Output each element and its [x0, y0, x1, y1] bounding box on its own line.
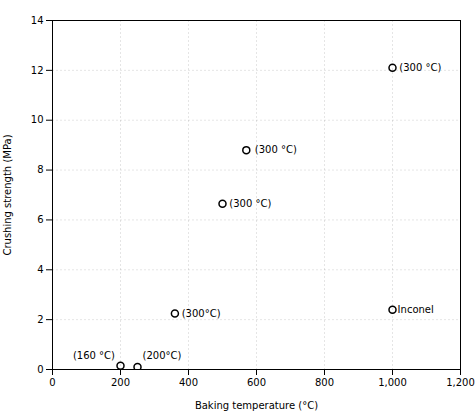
svg-text:8: 8	[37, 164, 43, 175]
svg-text:12: 12	[31, 65, 44, 76]
svg-text:(200°C): (200°C)	[143, 350, 182, 361]
svg-text:0: 0	[49, 377, 55, 388]
svg-text:10: 10	[31, 114, 44, 125]
svg-text:4: 4	[37, 264, 43, 275]
svg-text:(300°C): (300°C)	[182, 308, 221, 319]
svg-text:(300 °C): (300 °C)	[229, 198, 271, 209]
svg-text:2: 2	[37, 314, 43, 325]
svg-text:6: 6	[37, 214, 43, 225]
svg-text:1,000: 1,000	[378, 377, 407, 388]
svg-text:Inconel: Inconel	[398, 304, 434, 315]
svg-text:800: 800	[315, 377, 334, 388]
svg-text:(160 °C): (160 °C)	[73, 350, 115, 361]
svg-text:200: 200	[111, 377, 130, 388]
svg-text:1,200: 1,200	[446, 377, 475, 388]
svg-text:Crushing strength (MPa): Crushing strength (MPa)	[2, 134, 13, 255]
svg-text:400: 400	[179, 377, 198, 388]
svg-text:600: 600	[247, 377, 266, 388]
svg-text:0: 0	[37, 364, 43, 375]
svg-text:14: 14	[31, 15, 44, 26]
svg-text:(300 °C): (300 °C)	[255, 144, 297, 155]
svg-text:Baking temperature (°C): Baking temperature (°C)	[195, 400, 318, 411]
svg-text:(300 °C): (300 °C)	[399, 62, 441, 73]
